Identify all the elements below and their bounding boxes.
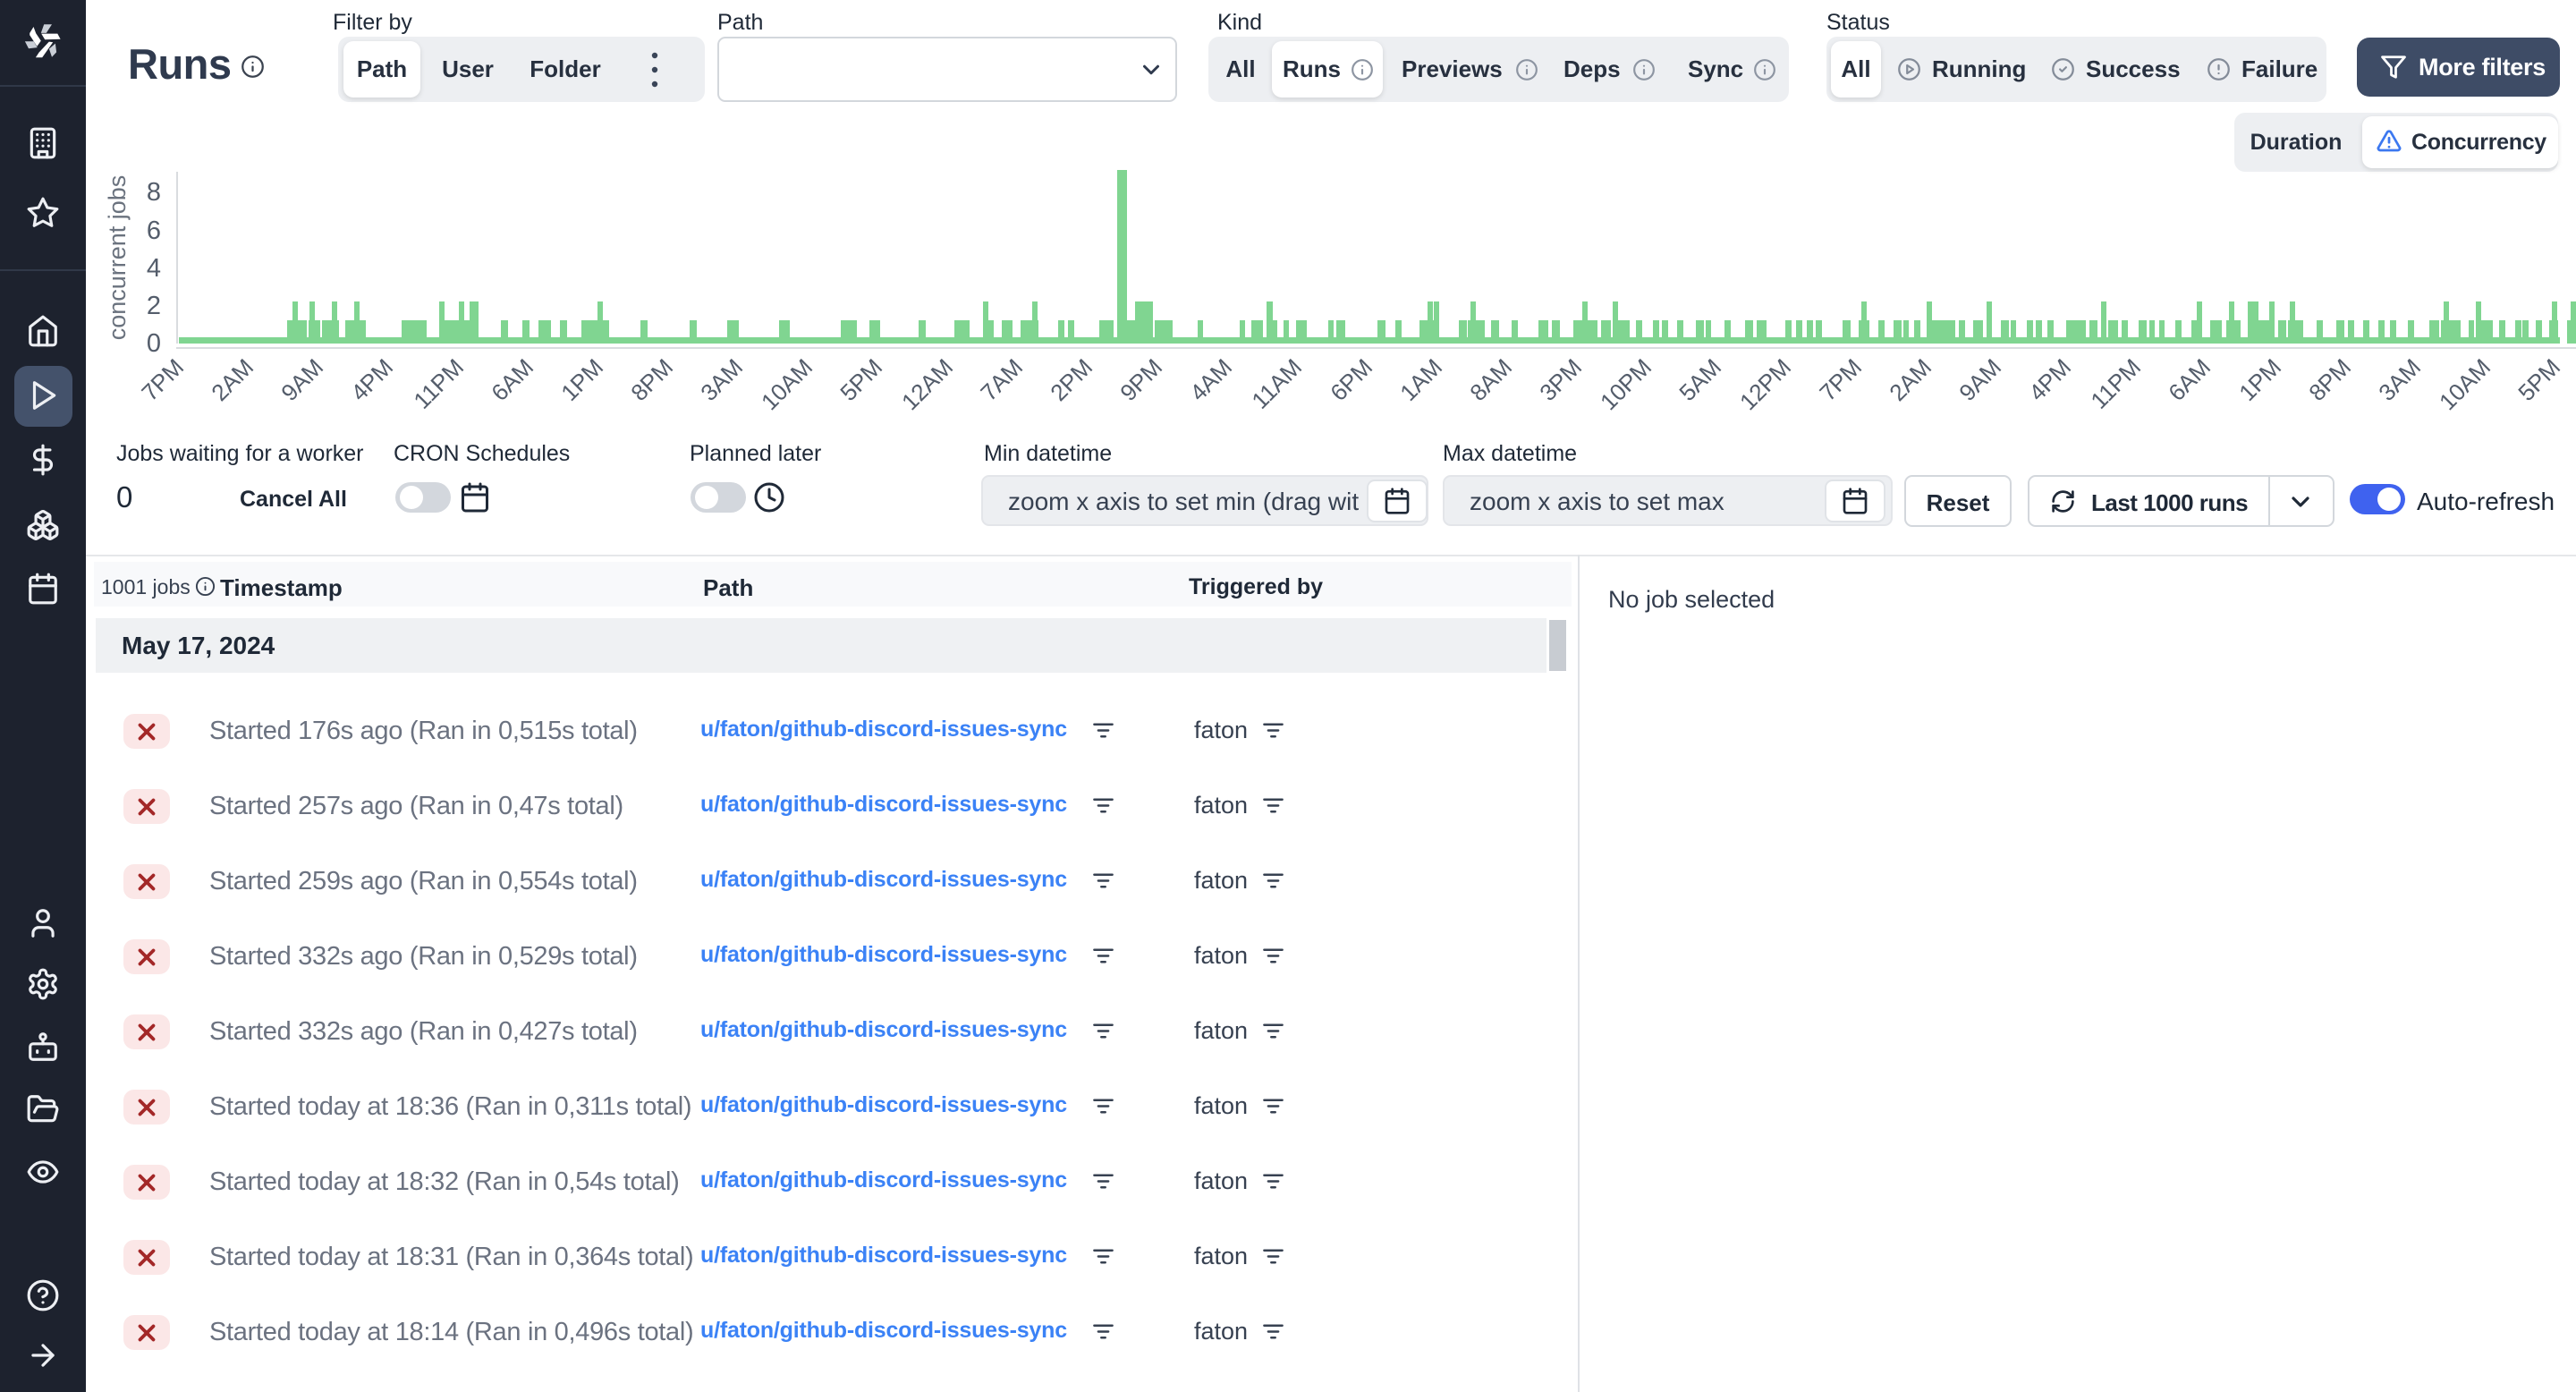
svg-text:2AM: 2AM <box>206 353 258 406</box>
svg-text:10AM: 10AM <box>2434 353 2496 415</box>
svg-text:2AM: 2AM <box>1884 353 1936 406</box>
svg-text:11PM: 11PM <box>408 353 469 414</box>
svg-text:8: 8 <box>147 178 161 207</box>
svg-text:10AM: 10AM <box>756 353 818 415</box>
svg-text:4PM: 4PM <box>2023 353 2076 406</box>
svg-text:8PM: 8PM <box>2303 353 2356 406</box>
svg-text:6: 6 <box>147 216 161 245</box>
svg-text:11AM: 11AM <box>1246 353 1307 414</box>
svg-text:4PM: 4PM <box>345 353 398 406</box>
svg-text:1AM: 1AM <box>1394 353 1447 406</box>
svg-text:2PM: 2PM <box>1045 353 1097 406</box>
svg-text:3AM: 3AM <box>695 353 748 406</box>
svg-text:6PM: 6PM <box>1325 353 1377 406</box>
svg-text:6AM: 6AM <box>2163 353 2216 406</box>
svg-text:8PM: 8PM <box>625 353 678 406</box>
svg-text:8AM: 8AM <box>1464 353 1517 406</box>
svg-text:10PM: 10PM <box>1595 353 1657 415</box>
svg-text:3AM: 3AM <box>2373 353 2426 406</box>
svg-text:9AM: 9AM <box>1953 353 2006 406</box>
svg-text:5PM: 5PM <box>835 353 887 406</box>
svg-text:6AM: 6AM <box>486 353 538 406</box>
svg-text:0: 0 <box>147 329 161 358</box>
svg-text:2: 2 <box>147 292 161 320</box>
svg-text:9PM: 9PM <box>1114 353 1167 406</box>
svg-text:11PM: 11PM <box>2085 353 2146 414</box>
svg-text:7AM: 7AM <box>975 353 1028 406</box>
svg-text:concurrent jobs: concurrent jobs <box>104 175 131 341</box>
svg-text:4: 4 <box>147 254 161 283</box>
svg-text:12PM: 12PM <box>1734 353 1796 415</box>
svg-text:12AM: 12AM <box>896 353 958 415</box>
svg-text:5AM: 5AM <box>1674 353 1726 406</box>
svg-text:4AM: 4AM <box>1184 353 1237 406</box>
svg-text:7PM: 7PM <box>136 353 189 406</box>
svg-text:1PM: 1PM <box>555 353 608 406</box>
svg-text:5PM: 5PM <box>2512 353 2565 406</box>
svg-text:1PM: 1PM <box>2233 353 2286 406</box>
svg-text:9AM: 9AM <box>275 353 328 406</box>
svg-text:3PM: 3PM <box>1534 353 1587 406</box>
svg-text:7PM: 7PM <box>1814 353 1867 406</box>
